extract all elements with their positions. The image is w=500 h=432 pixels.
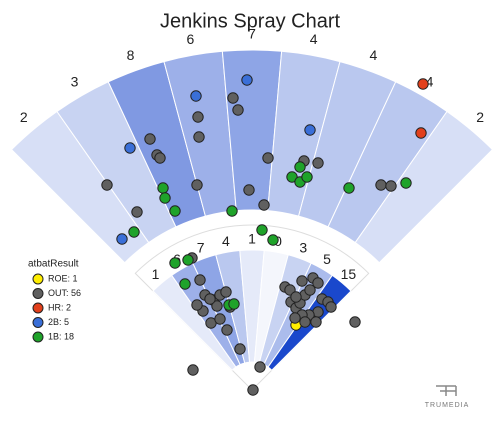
hit-point bbox=[193, 131, 205, 143]
zone-count: 4 bbox=[310, 31, 318, 47]
hit-point bbox=[116, 233, 128, 245]
hit-point bbox=[243, 184, 255, 196]
points bbox=[101, 74, 429, 396]
hit-point bbox=[204, 293, 216, 305]
hit-point bbox=[254, 361, 266, 373]
zone-count: 5 bbox=[323, 251, 331, 267]
hit-point bbox=[214, 313, 226, 325]
legend-label: 1B: 18 bbox=[48, 331, 74, 341]
hit-point bbox=[262, 152, 274, 164]
hit-point bbox=[312, 277, 324, 289]
hit-point bbox=[228, 298, 240, 310]
legend-label: OUT: 56 bbox=[48, 288, 81, 298]
hit-point bbox=[131, 206, 143, 218]
hit-point bbox=[290, 291, 302, 303]
zone-count: 2 bbox=[476, 109, 484, 125]
hit-point bbox=[343, 182, 355, 194]
zone-count: 3 bbox=[299, 240, 307, 256]
hit-point bbox=[400, 177, 412, 189]
hit-point bbox=[159, 192, 171, 204]
hit-point bbox=[415, 127, 427, 139]
zone-count: 1 bbox=[248, 231, 256, 247]
hit-point bbox=[375, 179, 387, 191]
hit-point bbox=[169, 257, 181, 269]
hit-point bbox=[256, 224, 268, 236]
brand: TRUMEDIA bbox=[425, 402, 470, 409]
hit-point bbox=[325, 301, 337, 313]
hit-point bbox=[304, 284, 316, 296]
hit-point bbox=[191, 179, 203, 191]
zone-count: 4 bbox=[426, 73, 434, 89]
legend-label: ROE: 1 bbox=[48, 273, 78, 283]
hit-point bbox=[220, 286, 232, 298]
hit-point bbox=[169, 205, 181, 217]
outfield-zone bbox=[354, 110, 494, 264]
chart-title: Jenkins Spray Chart bbox=[160, 10, 341, 32]
hit-point bbox=[182, 254, 194, 266]
zones bbox=[10, 49, 494, 391]
hit-point bbox=[157, 182, 169, 194]
legend-label: 2B: 5 bbox=[48, 317, 69, 327]
hit-point bbox=[301, 171, 313, 183]
hit-point bbox=[128, 226, 140, 238]
hit-point bbox=[192, 111, 204, 123]
logo: TRUMEDIA bbox=[425, 385, 470, 409]
legend-label: HR: 2 bbox=[48, 302, 71, 312]
hit-point bbox=[154, 152, 166, 164]
hit-point bbox=[299, 316, 311, 328]
hit-point bbox=[241, 74, 253, 86]
zone-count: 4 bbox=[370, 47, 378, 63]
hit-point bbox=[385, 180, 397, 192]
hit-point bbox=[258, 199, 270, 211]
hit-point bbox=[221, 324, 233, 336]
zone-count: 3 bbox=[71, 73, 79, 89]
hit-point bbox=[190, 90, 202, 102]
hit-point bbox=[124, 142, 136, 154]
hit-point bbox=[349, 316, 361, 328]
hit-point bbox=[294, 161, 306, 173]
legend-swatch bbox=[32, 317, 44, 328]
legend-swatch bbox=[32, 273, 44, 285]
hit-point bbox=[312, 157, 324, 169]
zone-count: 2 bbox=[20, 109, 28, 125]
legend-swatch bbox=[32, 331, 44, 343]
legend-swatch bbox=[32, 288, 44, 299]
hit-point bbox=[101, 179, 113, 191]
zone-count: 7 bbox=[248, 26, 256, 42]
hit-point bbox=[227, 92, 239, 104]
hit-point bbox=[194, 274, 206, 286]
hit-point bbox=[304, 124, 316, 136]
hit-point bbox=[247, 384, 259, 396]
hit-point bbox=[310, 316, 322, 328]
hit-point bbox=[211, 300, 223, 312]
hit-point bbox=[191, 299, 203, 311]
zone-count: 6 bbox=[186, 31, 194, 47]
zone-count: 8 bbox=[127, 47, 135, 63]
zone-count: 4 bbox=[222, 233, 230, 249]
legend: atbatResult ROE: 1 OUT: 56 HR: 2 2B: 5 1B: 18 bbox=[28, 259, 81, 343]
hit-point bbox=[286, 171, 298, 183]
zone-count: 15 bbox=[341, 266, 357, 282]
hit-point bbox=[417, 78, 429, 90]
legend-title: atbatResult bbox=[28, 259, 79, 270]
hit-point bbox=[289, 312, 301, 324]
hit-point bbox=[187, 364, 199, 376]
hit-point bbox=[179, 278, 191, 290]
legend-swatch bbox=[32, 302, 44, 314]
hit-point bbox=[226, 205, 238, 217]
hit-point bbox=[234, 343, 246, 355]
hit-point bbox=[144, 133, 156, 145]
hit-point bbox=[267, 234, 279, 246]
hit-point bbox=[232, 104, 244, 116]
zone-count: 1 bbox=[152, 266, 160, 282]
zone-count: 7 bbox=[197, 240, 205, 256]
hit-point bbox=[296, 275, 308, 287]
